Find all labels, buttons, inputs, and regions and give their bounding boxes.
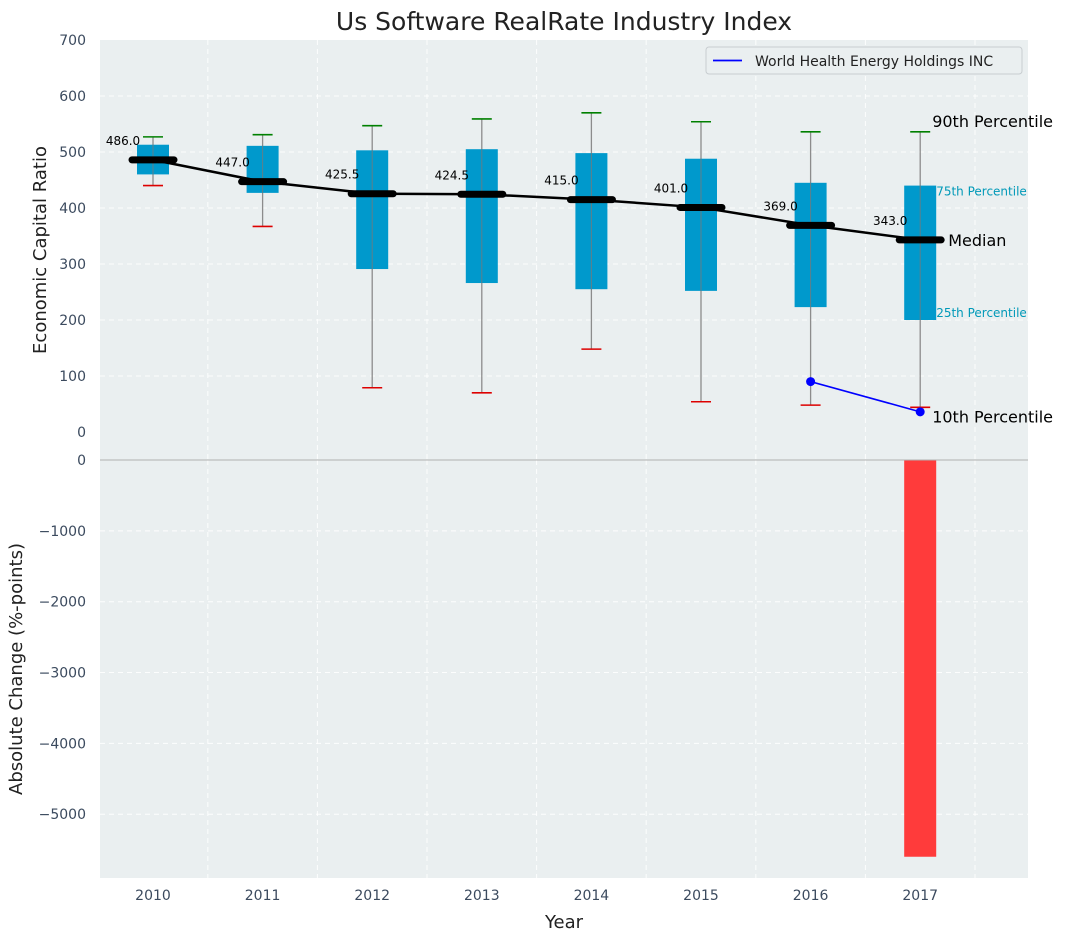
top-y-ticks: 0 100 200 300 400 500 600 700 bbox=[59, 33, 86, 441]
bottom-y-tick-label: 0 bbox=[77, 453, 86, 469]
x-tick-label: 2012 bbox=[354, 888, 390, 904]
annotation-10th: 10th Percentile bbox=[932, 407, 1053, 426]
bottom-y-tick-label: −3000 bbox=[39, 666, 86, 682]
change-bar bbox=[904, 460, 937, 857]
x-tick-label: 2016 bbox=[793, 888, 829, 904]
median-value-label: 415.0 bbox=[544, 174, 578, 188]
annotation-25th: 25th Percentile bbox=[936, 306, 1027, 320]
top-y-tick-label: 500 bbox=[59, 145, 86, 161]
box-series: 486.0 447.0 425.5 424.5 415.0 401.0 369.0 343.0 bbox=[106, 112, 945, 409]
x-tick-label: 2011 bbox=[245, 888, 281, 904]
bar-series bbox=[904, 460, 937, 857]
x-axis-label: Year bbox=[544, 912, 584, 933]
bottom-panel: 0−1000−2000−3000−4000−5000 2010 2011 2012 2… bbox=[39, 453, 1028, 904]
bottom-y-ticks: 0 −1000 −2000 −3000 −4000 −5000 bbox=[39, 453, 86, 823]
median-value-label: 424.5 bbox=[435, 168, 469, 182]
top-y-tick-label: 400 bbox=[59, 201, 86, 217]
top-y-tick-label: 100 bbox=[59, 369, 86, 385]
x-tick-label: 2017 bbox=[902, 888, 938, 904]
x-tick-label: 2015 bbox=[683, 888, 719, 904]
annotation-median: Median bbox=[948, 231, 1006, 250]
bottom-plot-background bbox=[100, 460, 1028, 878]
company-series bbox=[806, 377, 925, 417]
top-y-tick-label: 200 bbox=[59, 313, 86, 329]
bottom-y-tick-label: −5000 bbox=[39, 807, 86, 823]
annotation-90th: 90th Percentile bbox=[932, 112, 1053, 131]
bottom-grid bbox=[100, 460, 1028, 878]
x-tick-label: 2014 bbox=[574, 888, 610, 904]
percentile-annotations: 90th Percentile 75th Percentile Median 25th… bbox=[932, 112, 1053, 427]
top-y-tick-label: 700 bbox=[59, 33, 86, 49]
top-plot-background bbox=[100, 40, 1028, 460]
top-grid bbox=[100, 40, 1028, 460]
x-tick-label: 2013 bbox=[464, 888, 500, 904]
median-value-label: 447.0 bbox=[215, 156, 249, 170]
bottom-y-axis-label: Absolute Change (%-points) bbox=[6, 543, 27, 795]
company-point bbox=[915, 407, 925, 417]
median-value-label: 425.5 bbox=[325, 168, 359, 182]
company-line bbox=[810, 380, 921, 413]
top-y-tick-label: 600 bbox=[59, 89, 86, 105]
top-y-tick-label: 0 bbox=[77, 425, 86, 441]
x-ticks: 2010 2011 2012 2013 2014 2015 2016 2017 bbox=[135, 888, 938, 904]
top-y-axis-label: Economic Capital Ratio bbox=[30, 146, 51, 354]
company-point bbox=[806, 377, 816, 387]
top-panel: 0 100 200 300 400 500 600 700 486.0 447.0 425.5 42… bbox=[59, 33, 1053, 460]
legend: World Health Energy Holdings INC bbox=[705, 46, 1023, 75]
median-value-label: 486.0 bbox=[106, 134, 140, 148]
annotation-75th: 75th Percentile bbox=[936, 185, 1027, 199]
bottom-y-tick-label: −4000 bbox=[39, 736, 86, 752]
chart-title: Us Software RealRate Industry Index bbox=[336, 7, 792, 36]
legend-box bbox=[705, 46, 1023, 75]
bottom-y-tick-label: −1000 bbox=[39, 524, 86, 540]
median-value-label: 401.0 bbox=[654, 181, 688, 195]
top-y-tick-label: 300 bbox=[59, 257, 86, 273]
median-value-label: 343.0 bbox=[873, 214, 907, 228]
median-value-label: 369.0 bbox=[763, 199, 797, 213]
x-tick-label: 2010 bbox=[135, 888, 171, 904]
legend-entry: World Health Energy Holdings INC bbox=[755, 54, 993, 70]
median-trend-line bbox=[152, 158, 921, 242]
median-trend bbox=[152, 158, 921, 242]
bottom-y-tick-label: −2000 bbox=[39, 595, 86, 611]
